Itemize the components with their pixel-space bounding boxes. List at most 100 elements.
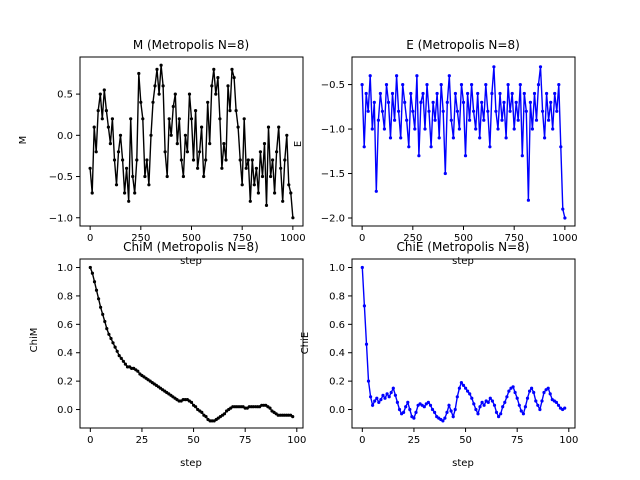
x-tick-label: 25 [136, 435, 149, 446]
data-point [455, 395, 459, 399]
data-point [373, 399, 377, 403]
data-point [242, 117, 246, 121]
y-tick-label: 0.8 [57, 291, 73, 302]
data-point [538, 407, 542, 412]
data-point [90, 191, 94, 195]
data-point [244, 166, 248, 170]
data-point [399, 136, 403, 140]
data-point [530, 386, 534, 390]
data-point [218, 117, 222, 121]
data-point [366, 109, 370, 113]
data-point [522, 91, 526, 96]
data-point [378, 91, 382, 96]
data-point [136, 369, 140, 373]
data-point [426, 400, 430, 404]
x-tick-label: 1000 [280, 233, 305, 244]
data-point [105, 327, 109, 331]
x-axis-label: step [452, 256, 474, 267]
data-point [381, 393, 385, 397]
data-point [547, 118, 551, 122]
data-point [386, 100, 391, 104]
data-point [268, 406, 272, 410]
data-point [515, 396, 519, 400]
y-tick-label: −0.5 [49, 172, 73, 183]
data-point [137, 71, 141, 76]
data-point [411, 109, 415, 113]
y-axis-label: E [293, 141, 304, 147]
x-tick-label: 0 [87, 233, 93, 244]
data-point [445, 410, 449, 414]
data-point [113, 345, 117, 349]
data-point [179, 158, 183, 162]
x-tick-label: 100 [287, 435, 306, 446]
data-point [486, 109, 490, 113]
data-point [99, 305, 103, 309]
data-point [476, 91, 480, 96]
y-tick-label: 0.6 [329, 320, 345, 331]
data-point [189, 400, 194, 404]
data-point [364, 342, 369, 346]
data-point [534, 118, 539, 122]
data-point [510, 91, 514, 96]
data-point [480, 400, 484, 404]
panel-m: M (Metropolis N=8) M step 0 250 500 750 1000… [18, 38, 306, 267]
data-point [553, 91, 557, 96]
data-point [494, 109, 498, 113]
data-point [548, 392, 552, 396]
data-point [102, 88, 106, 92]
x-axis-label: step [180, 458, 202, 469]
data-point [461, 100, 466, 104]
data-point [107, 332, 111, 336]
data-point [375, 396, 379, 400]
x-tick-label: 1000 [552, 233, 577, 244]
data-point [391, 386, 395, 390]
data-point [236, 125, 240, 129]
data-point [534, 399, 538, 403]
data-point [486, 400, 490, 404]
data-point [364, 91, 368, 96]
data-point [526, 198, 531, 202]
y-tick-label: −1.0 [321, 125, 345, 136]
data-point [366, 379, 371, 383]
data-point [198, 150, 202, 154]
data-point [474, 127, 478, 131]
data-point [511, 385, 515, 389]
data-point [441, 419, 445, 423]
data-point [94, 288, 99, 292]
data-point [472, 109, 476, 113]
x-tick-label: 750 [505, 233, 524, 244]
data-point [443, 171, 447, 176]
data-point [404, 405, 408, 409]
data-point [143, 174, 147, 179]
data-point [256, 191, 260, 195]
data-point [189, 117, 194, 121]
data-point [121, 359, 125, 363]
y-tick-label: −0.5 [321, 80, 345, 91]
y-tick-label: 0.4 [57, 348, 73, 359]
data-point [389, 390, 393, 395]
data-point [500, 118, 504, 122]
data-point [104, 109, 108, 113]
data-point [264, 203, 269, 207]
data-point [542, 390, 546, 395]
y-tick-label: 0.0 [329, 405, 345, 416]
data-point [532, 91, 537, 96]
data-point [484, 83, 488, 87]
data-point [377, 400, 381, 404]
data-point [212, 67, 216, 71]
data-point [360, 265, 364, 270]
data-point [457, 127, 461, 131]
data-point [422, 405, 426, 409]
data-point [494, 410, 499, 414]
y-axis-label: ChiE [300, 332, 311, 354]
y-axis-label: ChiM [29, 328, 40, 353]
data-point [371, 403, 375, 407]
data-point [528, 100, 533, 104]
y-tick-label: 0.4 [329, 348, 345, 359]
data-point [506, 83, 510, 87]
data-point [505, 395, 509, 399]
data-point [175, 142, 179, 146]
x-tick-label: 25 [408, 435, 421, 446]
data-point [204, 415, 208, 419]
